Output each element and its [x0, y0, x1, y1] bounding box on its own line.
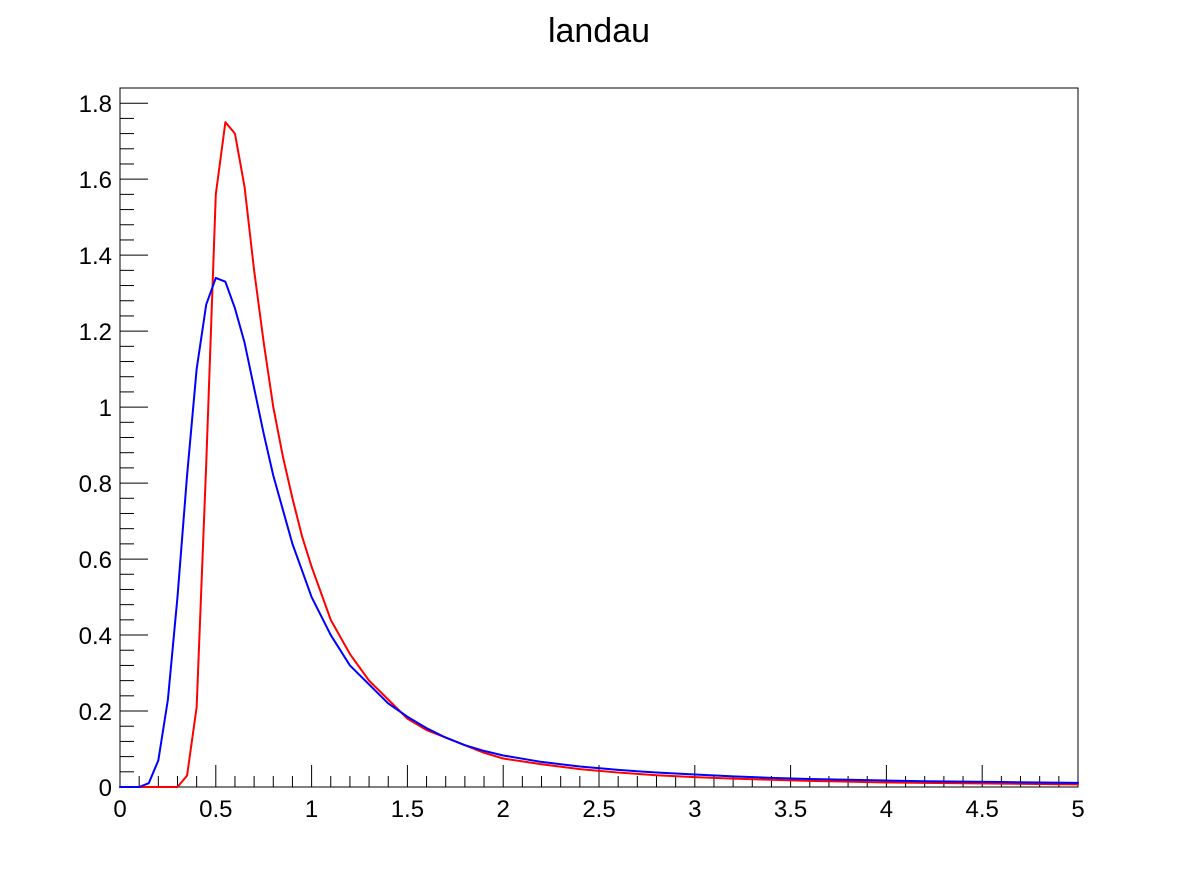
series-line-0 — [119, 121, 1079, 788]
y-tick-label: 0.8 — [79, 471, 112, 498]
y-tick-label: 1 — [99, 395, 112, 422]
x-tick-label: 0.5 — [199, 796, 232, 823]
chart-title: landau — [548, 12, 650, 50]
y-tick-label: 0.6 — [79, 547, 112, 574]
x-tick-label: 3.5 — [774, 796, 807, 823]
y-tick-label: 0 — [99, 775, 112, 802]
series-line-1 — [119, 276, 1079, 788]
y-tick-label: 1.6 — [79, 167, 112, 194]
x-tick-label: 0 — [113, 796, 126, 823]
x-tick-label: 5 — [1071, 796, 1084, 823]
x-tick-label: 1 — [305, 796, 318, 823]
y-tick-label: 1.8 — [79, 91, 112, 118]
y-tick-label: 0.4 — [79, 623, 112, 650]
x-tick-label: 4.5 — [966, 796, 999, 823]
y-tick-label: 0.2 — [79, 699, 112, 726]
x-tick-label: 4 — [880, 796, 893, 823]
plot-area: 0 0.5 1 1.5 2 2.5 3 3.5 4 4.5 5 0 0.2 0.4 0.6 0.8 1 1.2 1.… — [79, 87, 1085, 823]
x-tick-label: 2 — [497, 796, 510, 823]
x-tick-label: 3 — [688, 796, 701, 823]
x-tick-label: 2.5 — [582, 796, 615, 823]
y-tick-label: 1.2 — [79, 319, 112, 346]
y-tick-label: 1.4 — [79, 243, 112, 270]
x-tick-label: 1.5 — [391, 796, 424, 823]
